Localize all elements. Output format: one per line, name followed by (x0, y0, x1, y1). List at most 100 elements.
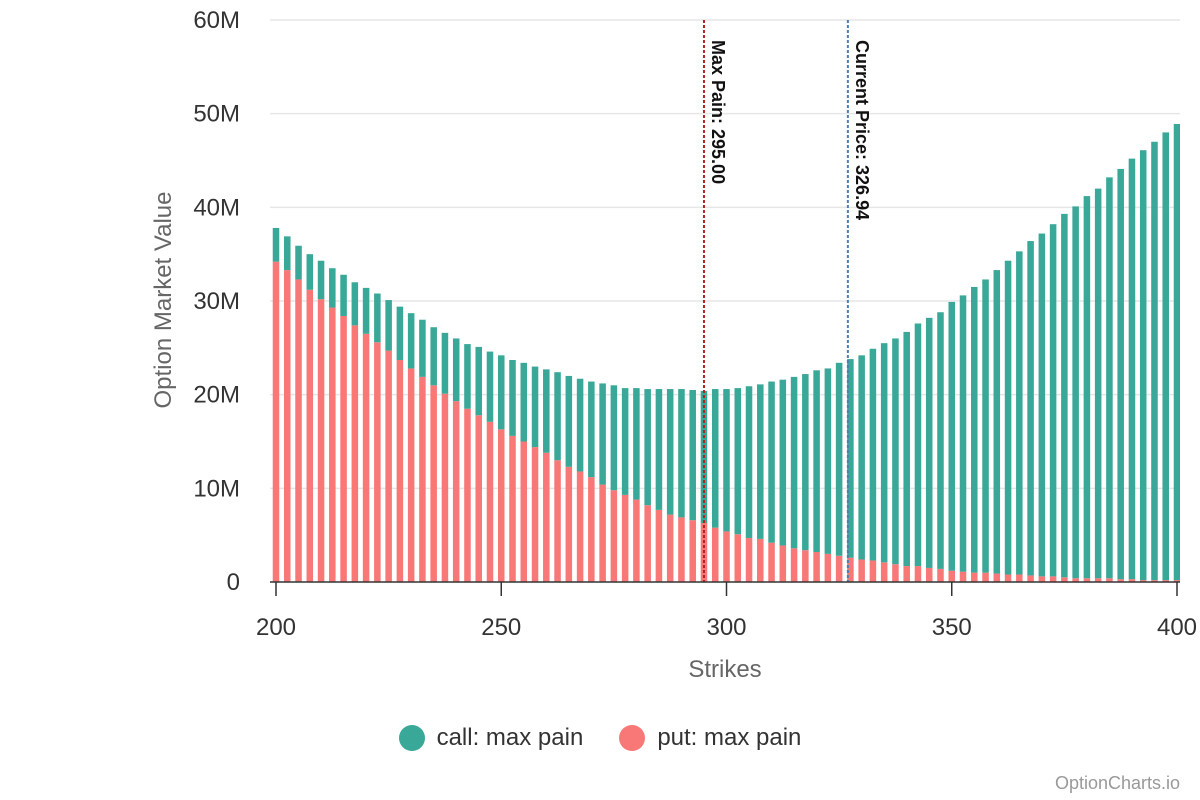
put-bar[interactable] (407, 368, 415, 582)
call-bar[interactable] (599, 383, 606, 485)
call-bar[interactable] (847, 359, 854, 558)
call-bar[interactable] (317, 260, 325, 300)
call-bar[interactable] (880, 343, 888, 563)
put-bar[interactable] (396, 360, 404, 582)
put-bar[interactable] (430, 385, 437, 582)
put-bar[interactable] (903, 566, 910, 582)
put-bar[interactable] (1061, 577, 1068, 582)
put-bar[interactable] (835, 555, 843, 582)
call-bar[interactable] (971, 286, 978, 573)
call-bar[interactable] (362, 287, 370, 334)
put-bar[interactable] (475, 415, 482, 582)
put-bar[interactable] (419, 376, 426, 582)
put-bar[interactable] (1173, 580, 1180, 582)
call-bar[interactable] (475, 346, 482, 416)
call-bar[interactable] (531, 366, 539, 448)
put-bar[interactable] (1139, 580, 1147, 582)
put-bar[interactable] (317, 299, 325, 582)
put-bar[interactable] (520, 441, 528, 583)
put-bar[interactable] (329, 307, 336, 582)
call-bar[interactable] (1004, 260, 1012, 575)
call-bar[interactable] (790, 376, 798, 549)
call-bar[interactable] (452, 338, 460, 402)
put-bar[interactable] (1117, 579, 1124, 582)
call-bar[interactable] (621, 388, 629, 495)
call-bar[interactable] (272, 227, 280, 262)
put-bar[interactable] (531, 447, 539, 582)
call-bar[interactable] (1038, 233, 1046, 577)
call-bar[interactable] (396, 306, 404, 361)
put-bar[interactable] (497, 429, 505, 582)
call-bar[interactable] (329, 268, 336, 308)
call-bar[interactable] (419, 319, 426, 377)
call-bar[interactable] (283, 236, 291, 271)
put-bar[interactable] (599, 484, 606, 582)
put-bar[interactable] (610, 490, 618, 582)
put-bar[interactable] (948, 570, 956, 582)
put-bar[interactable] (633, 499, 640, 582)
call-bar[interactable] (813, 370, 820, 553)
put-bar[interactable] (711, 527, 719, 582)
put-bar[interactable] (993, 573, 1001, 582)
call-bar[interactable] (351, 282, 359, 326)
call-bar[interactable] (1072, 206, 1079, 579)
call-bar[interactable] (486, 351, 494, 422)
call-bar[interactable] (374, 293, 381, 343)
call-bar[interactable] (948, 301, 956, 571)
put-bar[interactable] (1072, 578, 1079, 582)
call-bar[interactable] (554, 372, 561, 461)
put-bar[interactable] (802, 550, 809, 582)
put-bar[interactable] (1016, 574, 1023, 582)
put-bar[interactable] (588, 477, 595, 582)
call-bar[interactable] (509, 360, 516, 436)
put-bar[interactable] (1038, 576, 1046, 582)
put-bar[interactable] (565, 466, 573, 582)
call-bar[interactable] (1106, 177, 1113, 579)
call-bar[interactable] (734, 388, 742, 535)
put-bar[interactable] (340, 315, 347, 582)
put-bar[interactable] (576, 471, 584, 582)
put-bar[interactable] (283, 270, 291, 582)
call-bar[interactable] (497, 355, 505, 430)
call-bar[interactable] (937, 312, 944, 569)
put-bar[interactable] (374, 342, 381, 582)
put-bar[interactable] (768, 542, 775, 582)
call-bar[interactable] (824, 368, 832, 554)
call-bar[interactable] (1173, 123, 1180, 581)
put-bar[interactable] (869, 560, 877, 582)
put-bar[interactable] (959, 571, 967, 582)
call-bar[interactable] (925, 317, 933, 568)
put-bar[interactable] (1151, 580, 1158, 582)
put-bar[interactable] (464, 408, 471, 582)
call-bar[interactable] (914, 323, 922, 567)
call-bar[interactable] (711, 389, 719, 528)
put-bar[interactable] (723, 531, 730, 582)
call-bar[interactable] (1162, 132, 1170, 581)
call-bar[interactable] (802, 374, 809, 551)
call-bar[interactable] (385, 300, 392, 351)
call-bar[interactable] (464, 344, 471, 409)
put-bar[interactable] (351, 325, 359, 582)
call-bar[interactable] (588, 381, 595, 478)
call-bar[interactable] (779, 379, 787, 546)
call-bar[interactable] (576, 378, 584, 472)
call-bar[interactable] (306, 254, 314, 290)
call-bar[interactable] (903, 331, 910, 567)
call-bar[interactable] (1117, 168, 1124, 580)
call-bar[interactable] (407, 313, 415, 369)
put-bar[interactable] (554, 460, 561, 582)
put-bar[interactable] (1162, 580, 1170, 582)
put-bar[interactable] (847, 557, 854, 582)
call-bar[interactable] (1151, 141, 1158, 581)
legend-item-put[interactable]: put: max pain (619, 724, 801, 752)
put-bar[interactable] (757, 538, 764, 582)
call-bar[interactable] (1016, 251, 1023, 575)
call-bar[interactable] (666, 389, 674, 515)
call-bar[interactable] (633, 388, 640, 500)
put-bar[interactable] (655, 509, 663, 582)
put-bar[interactable] (509, 435, 516, 582)
call-bar[interactable] (678, 389, 685, 518)
put-bar[interactable] (644, 505, 651, 582)
call-bar[interactable] (858, 355, 865, 560)
call-bar[interactable] (644, 389, 651, 506)
